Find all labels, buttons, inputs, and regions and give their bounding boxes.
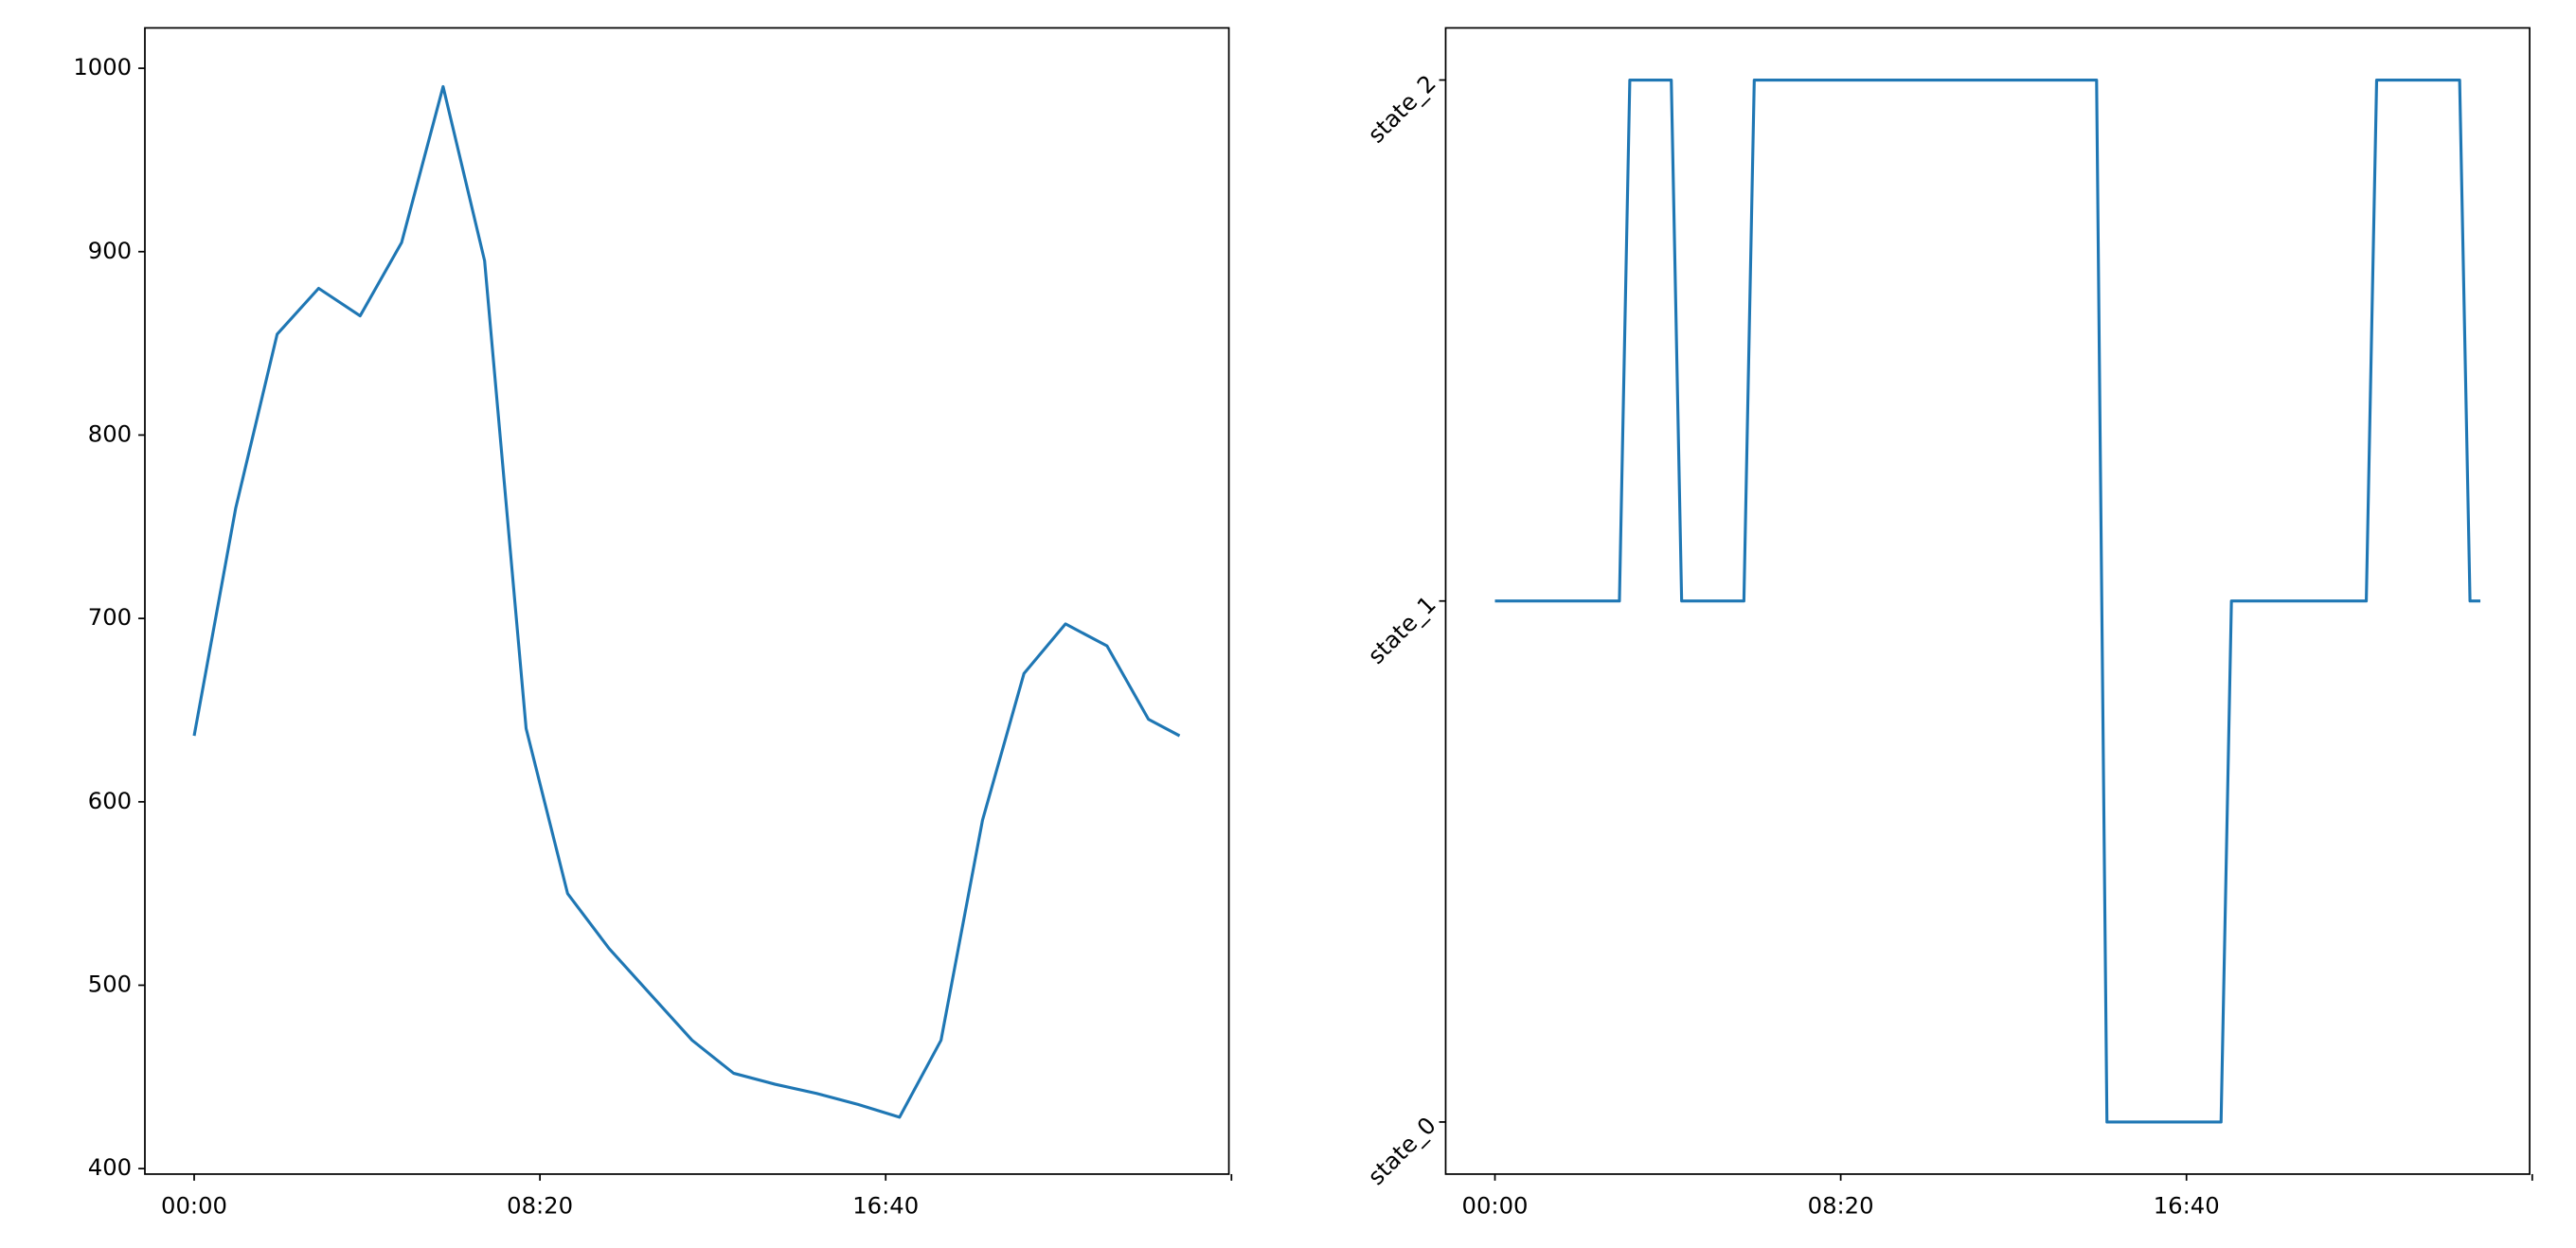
x-tick-label: 00:00 [1462,1192,1529,1220]
y-tick-label: 600 [88,787,132,814]
axes-frame [144,27,1230,1175]
axes-frame [1444,27,2531,1175]
y-tick-label: 800 [88,419,132,447]
y-tick-label: 700 [88,603,132,631]
y-tick-label: 900 [88,237,132,264]
x-tick-label: 16:40 [2154,1192,2220,1220]
y-tick-label: 1000 [73,53,132,80]
x-tick-label: 08:20 [1808,1192,1874,1220]
y-tick-label: state_2 [1362,69,1440,148]
chart-panel: 400 500 600 700 800 900 1000 00:00 08:20 16:40 [73,27,1233,1220]
chart-panel: state_0 state_1 state_2 00:00 08:20 16:40 [1362,27,2533,1220]
x-tick-label: 08:20 [507,1192,573,1220]
y-tick-label: 400 [88,1153,132,1181]
y-tick-label: state_0 [1362,1112,1440,1190]
x-tick-label: 00:00 [161,1192,227,1220]
y-tick-label: 500 [88,970,132,997]
data-line [1494,78,2481,1124]
data-line [192,84,1181,1119]
y-tick-label: state_1 [1362,590,1440,669]
x-tick-label: 16:40 [852,1192,919,1220]
